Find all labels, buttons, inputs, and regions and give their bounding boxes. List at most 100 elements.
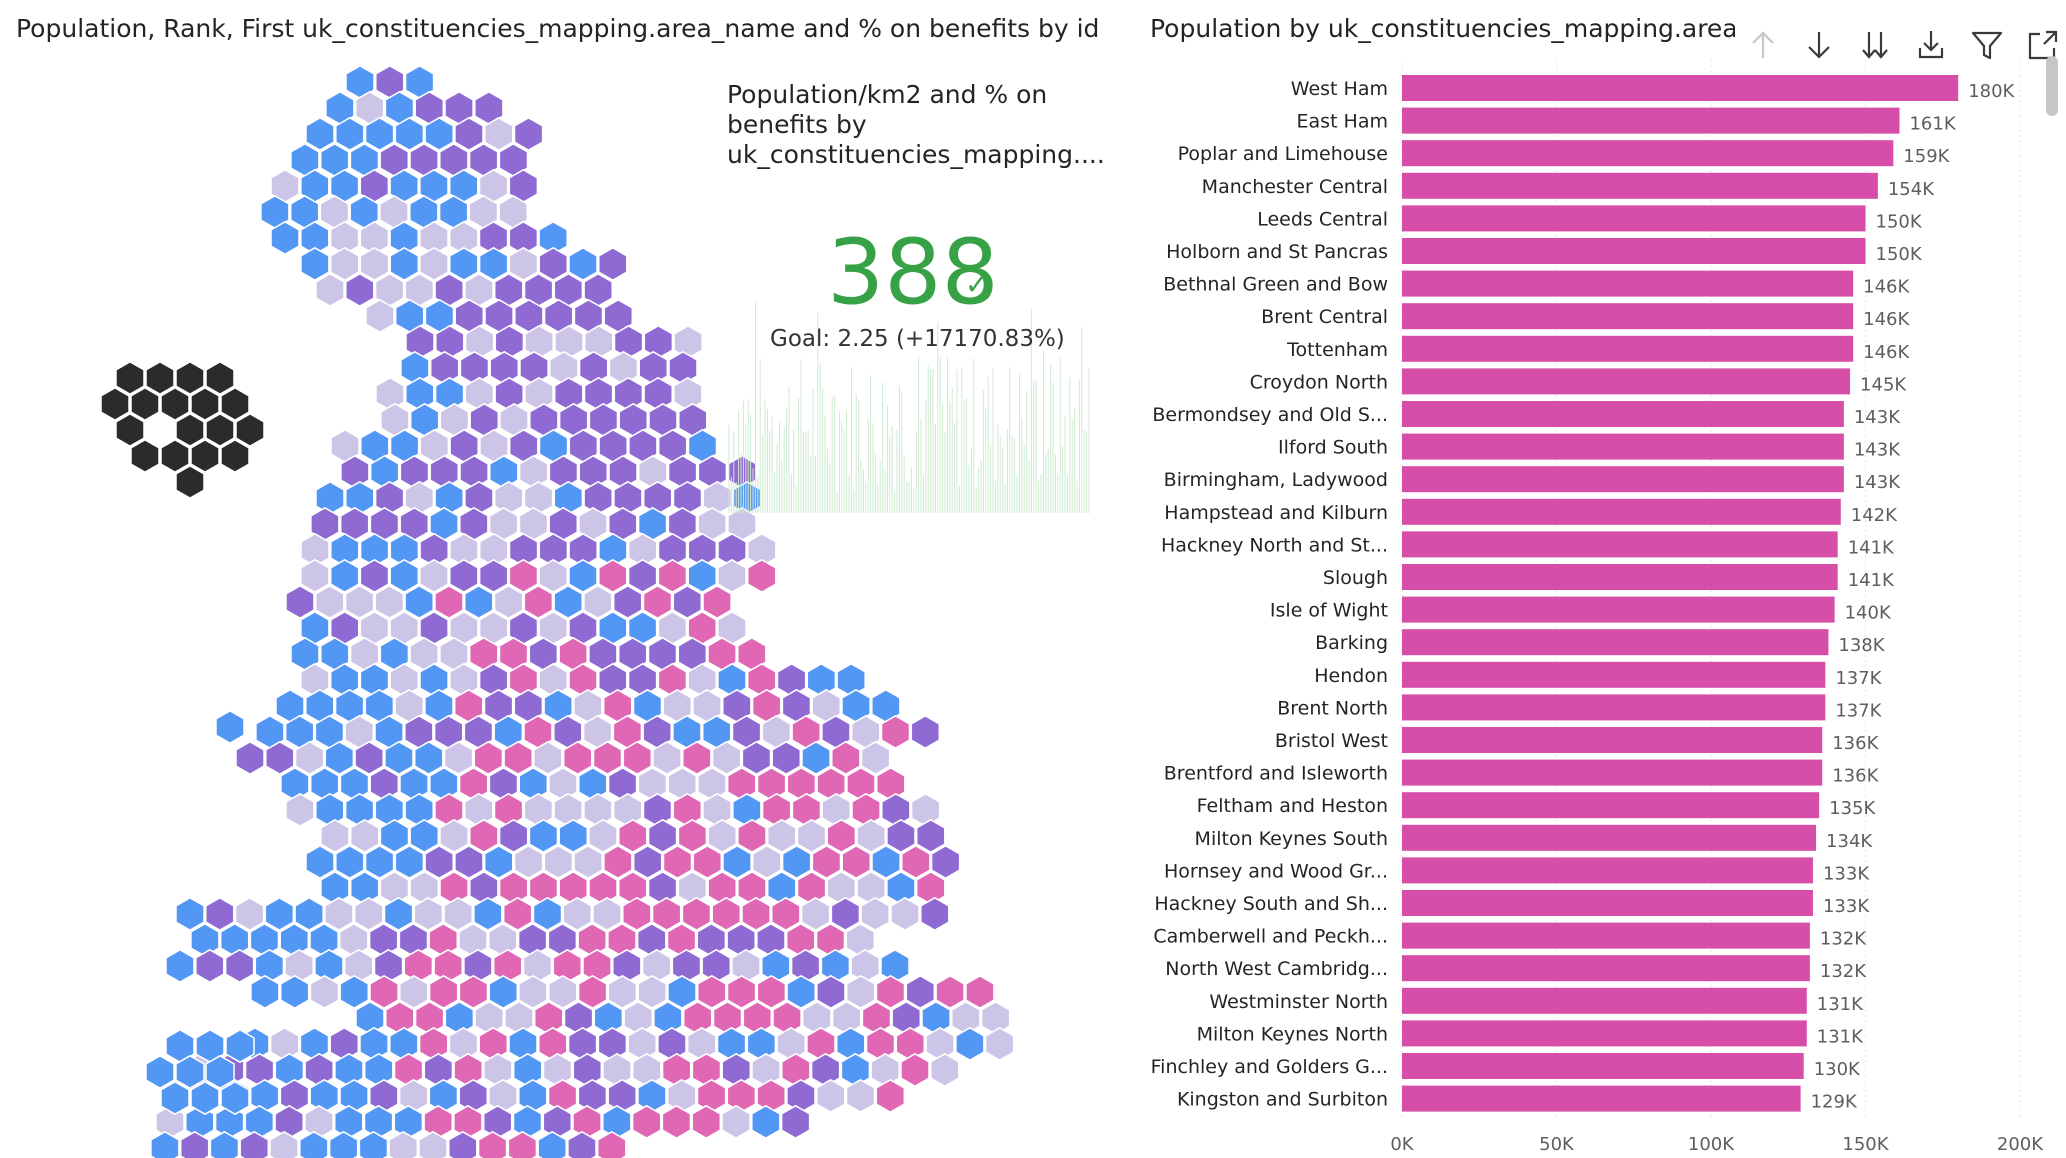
constituency-hex[interactable] [677,818,708,854]
constituency-hex[interactable] [224,948,255,984]
constituency-hex[interactable] [671,948,702,984]
constituency-hex[interactable] [532,896,563,932]
constituency-hex[interactable] [344,584,375,620]
constituency-hex[interactable] [841,844,872,880]
bar[interactable] [1402,857,1813,884]
constituency-hex[interactable] [285,792,315,828]
constituency-hex[interactable] [790,948,821,984]
constituency-hex[interactable] [552,948,583,984]
constituency-hex[interactable] [602,1104,632,1140]
constituency-hex[interactable] [523,480,554,516]
constituency-hex[interactable] [419,558,449,594]
constituency-hex[interactable] [304,1104,334,1140]
constituency-hex[interactable] [175,360,205,396]
constituency-hex[interactable] [612,584,643,620]
constituency-hex[interactable] [315,584,345,620]
constituency-hex[interactable] [165,948,195,984]
bar[interactable] [1402,922,1810,949]
constituency-hex[interactable] [523,792,554,828]
constituency-hex[interactable] [369,454,400,490]
constituency-hex[interactable] [567,1026,598,1062]
constituency-hex[interactable] [428,1078,459,1114]
constituency-hex[interactable] [612,948,642,984]
constituency-hex[interactable] [558,818,589,854]
constituency-hex[interactable] [930,844,961,880]
constituency-hex[interactable] [344,792,375,828]
constituency-hex[interactable] [537,1130,567,1158]
constituency-hex[interactable] [160,386,190,422]
constituency-hex[interactable] [339,1078,369,1114]
constituency-hex[interactable] [358,1130,389,1158]
constituency-hex[interactable] [726,922,756,958]
constituency-hex[interactable] [721,1104,751,1140]
constituency-hex[interactable] [418,1026,449,1062]
constituency-hex[interactable] [443,740,474,776]
constituency-hex[interactable] [244,1104,275,1140]
constituency-hex[interactable] [369,974,399,1010]
constituency-hex[interactable] [702,792,732,828]
constituency-hex[interactable] [429,350,460,386]
constituency-hex[interactable] [583,324,614,360]
constituency-hex[interactable] [696,974,727,1010]
constituency-hex[interactable] [359,662,390,698]
constituency-hex[interactable] [394,116,425,152]
bar[interactable] [1402,596,1835,623]
constituency-hex[interactable] [553,376,584,412]
constituency-hex[interactable] [627,1026,657,1062]
constituency-hex[interactable] [483,116,514,152]
constituency-hex[interactable] [692,844,723,880]
constituency-hex[interactable] [547,1078,578,1114]
constituency-hex[interactable] [328,1130,359,1158]
constituency-hex[interactable] [478,558,509,594]
constituency-hex[interactable] [369,1078,399,1114]
constituency-hex[interactable] [389,246,420,282]
bar[interactable] [1402,205,1866,232]
constituency-hex[interactable] [478,1026,509,1062]
constituency-hex[interactable] [881,792,911,828]
constituency-hex[interactable] [568,662,598,698]
constituency-hex[interactable] [662,844,693,880]
constituency-hex[interactable] [305,116,335,152]
bar[interactable] [1402,303,1854,330]
constituency-hex[interactable] [179,1130,210,1158]
constituency-hex[interactable] [548,766,578,802]
constituency-hex[interactable] [320,818,350,854]
constituency-hex[interactable] [294,740,325,776]
constituency-hex[interactable] [935,974,965,1010]
constituency-hex[interactable] [598,246,628,282]
constituency-hex[interactable] [562,740,593,776]
constituency-hex[interactable] [612,792,643,828]
constituency-hex[interactable] [756,922,786,958]
constituency-hex[interactable] [607,974,638,1010]
constituency-hex[interactable] [517,922,548,958]
constituency-hex[interactable] [651,896,682,932]
constituency-hex[interactable] [235,740,265,776]
constituency-hex[interactable] [632,844,663,880]
constituency-hex[interactable] [464,376,495,412]
constituency-hex[interactable] [578,766,608,802]
constituency-hex[interactable] [489,454,519,490]
constituency-hex[interactable] [538,662,569,698]
constituency-hex[interactable] [399,454,430,490]
constituency-hex[interactable] [429,766,459,802]
hex-map[interactable] [0,0,1110,1158]
bar[interactable] [1402,107,1900,134]
constituency-hex[interactable] [583,792,613,828]
constituency-hex[interactable] [657,662,688,698]
constituency-hex[interactable] [309,766,340,802]
constituency-hex[interactable] [652,740,682,776]
constituency-hex[interactable] [578,454,609,490]
constituency-hex[interactable] [512,1052,543,1088]
constituency-hex[interactable] [488,922,518,958]
bar[interactable] [1402,824,1817,851]
bar[interactable] [1402,75,1959,101]
constituency-hex[interactable] [548,454,579,490]
constituency-hex[interactable] [870,1052,900,1088]
constituency-hex[interactable] [239,1130,270,1158]
constituency-hex[interactable] [374,584,405,620]
constituency-hex[interactable] [190,1080,220,1116]
constituency-hex[interactable] [746,1026,777,1062]
constituency-hex[interactable] [826,818,857,854]
constituency-hex[interactable] [175,464,205,500]
constituency-hex[interactable] [459,454,489,490]
